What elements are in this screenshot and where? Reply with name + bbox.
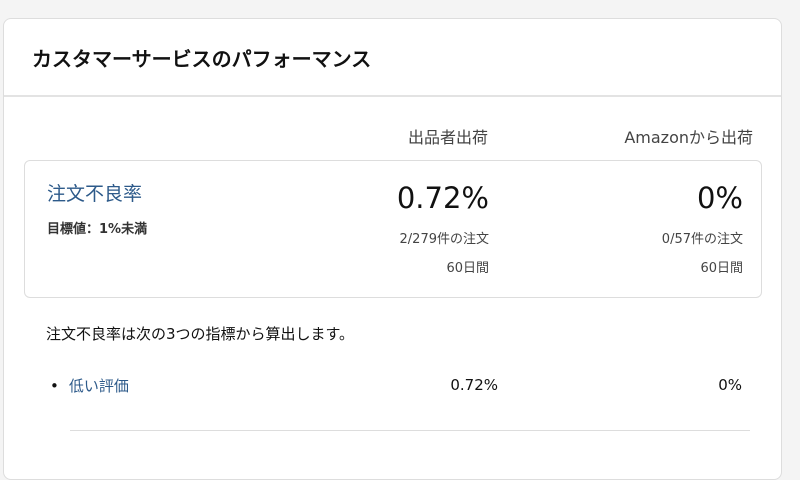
seller-rate: 0.72% <box>396 181 489 215</box>
description-text: 注文不良率は次の3つの指標から算出します。 <box>46 325 355 343</box>
bullet-icon: • <box>50 377 59 395</box>
amazon-rate: 0% <box>696 181 743 215</box>
sub-metric-seller-value: 0.72% <box>450 376 498 394</box>
customer-service-performance-card: カスタマーサービスのパフォーマンス 出品者出荷 Amazonから出荷 注文不良率… <box>3 18 782 480</box>
amazon-orders: 0/57件の注文 <box>661 232 743 247</box>
order-defect-rate-link[interactable]: 注文不良率 <box>47 183 143 205</box>
card-title: カスタマーサービスのパフォーマンス <box>32 47 372 71</box>
seller-period: 60日間 <box>446 261 489 276</box>
sub-metric-item[interactable]: • 低い評価 <box>50 375 129 396</box>
card-header: カスタマーサービスのパフォーマンス <box>4 19 781 97</box>
seller-orders: 2/279件の注文 <box>399 232 489 247</box>
order-defect-rate-panel: 注文不良率 目標値：1%未満 0.72% 2/279件の注文 60日間 0% 0… <box>24 160 762 298</box>
column-header-amazon: Amazonから出荷 <box>624 128 753 147</box>
sub-metric-amazon-value: 0% <box>718 376 742 394</box>
row-divider <box>70 430 750 431</box>
amazon-period: 60日間 <box>700 261 743 276</box>
target-value: 目標値：1%未満 <box>47 222 148 237</box>
column-header-seller: 出品者出荷 <box>407 128 488 147</box>
sub-metric-label[interactable]: 低い評価 <box>68 377 129 395</box>
